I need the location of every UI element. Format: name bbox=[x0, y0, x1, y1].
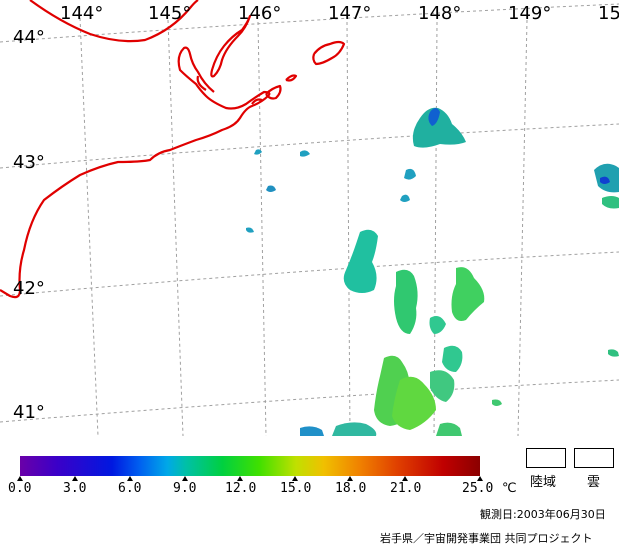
colorbar-tick bbox=[292, 476, 298, 481]
land-swatch bbox=[526, 448, 566, 468]
colorbar-tick-label: 12.0 bbox=[225, 481, 257, 496]
latitude-label-42: 42° bbox=[13, 278, 45, 299]
observation-date: 観測日:2003年06月30日 bbox=[480, 508, 606, 521]
sea-surface-temperature-map bbox=[0, 0, 619, 436]
colorbar-tick-label: 18.0 bbox=[335, 481, 367, 496]
colorbar-tick bbox=[72, 476, 78, 481]
land-label: 陸域 bbox=[530, 475, 557, 490]
colorbar-tick bbox=[182, 476, 188, 481]
colorbar-tick-label: 3.0 bbox=[63, 481, 87, 496]
latitude-label-41: 41° bbox=[13, 402, 45, 423]
temperature-unit: ℃ bbox=[502, 481, 517, 496]
colorbar-tick-label: 6.0 bbox=[118, 481, 142, 496]
colorbar-tick bbox=[347, 476, 353, 481]
colorbar-tick-label: 15.0 bbox=[280, 481, 312, 496]
longitude-label-145: 145° bbox=[148, 3, 192, 24]
colorbar-tick-label: 25.0 bbox=[462, 481, 494, 496]
graticule bbox=[0, 3, 619, 436]
colorbar-tick bbox=[477, 476, 483, 481]
longitude-label-148: 148° bbox=[418, 3, 462, 24]
colorbar-tick bbox=[402, 476, 408, 481]
colorbar-tick bbox=[127, 476, 133, 481]
credit-line: 岩手県／宇宙開発事業団 共同プロジェクト bbox=[380, 532, 593, 545]
longitude-label-144: 144° bbox=[60, 3, 104, 24]
longitude-label-147: 147° bbox=[328, 3, 372, 24]
cloud-swatch bbox=[574, 448, 614, 468]
colorbar-tick bbox=[237, 476, 243, 481]
latitude-label-43: 43° bbox=[13, 152, 45, 173]
longitude-label-149: 149° bbox=[508, 3, 552, 24]
colorbar-tick-label: 0.0 bbox=[8, 481, 32, 496]
latitude-label-44: 44° bbox=[13, 27, 45, 48]
colorbar-tick bbox=[17, 476, 23, 481]
temperature-patches bbox=[246, 107, 619, 436]
temperature-color-bar bbox=[20, 456, 480, 476]
coastline bbox=[0, 0, 346, 299]
colorbar-tick-label: 9.0 bbox=[173, 481, 197, 496]
longitude-label-150: 15 bbox=[598, 3, 619, 24]
longitude-label-146: 146° bbox=[238, 3, 282, 24]
cloud-label: 雲 bbox=[587, 475, 601, 490]
colorbar-tick-label: 21.0 bbox=[390, 481, 422, 496]
